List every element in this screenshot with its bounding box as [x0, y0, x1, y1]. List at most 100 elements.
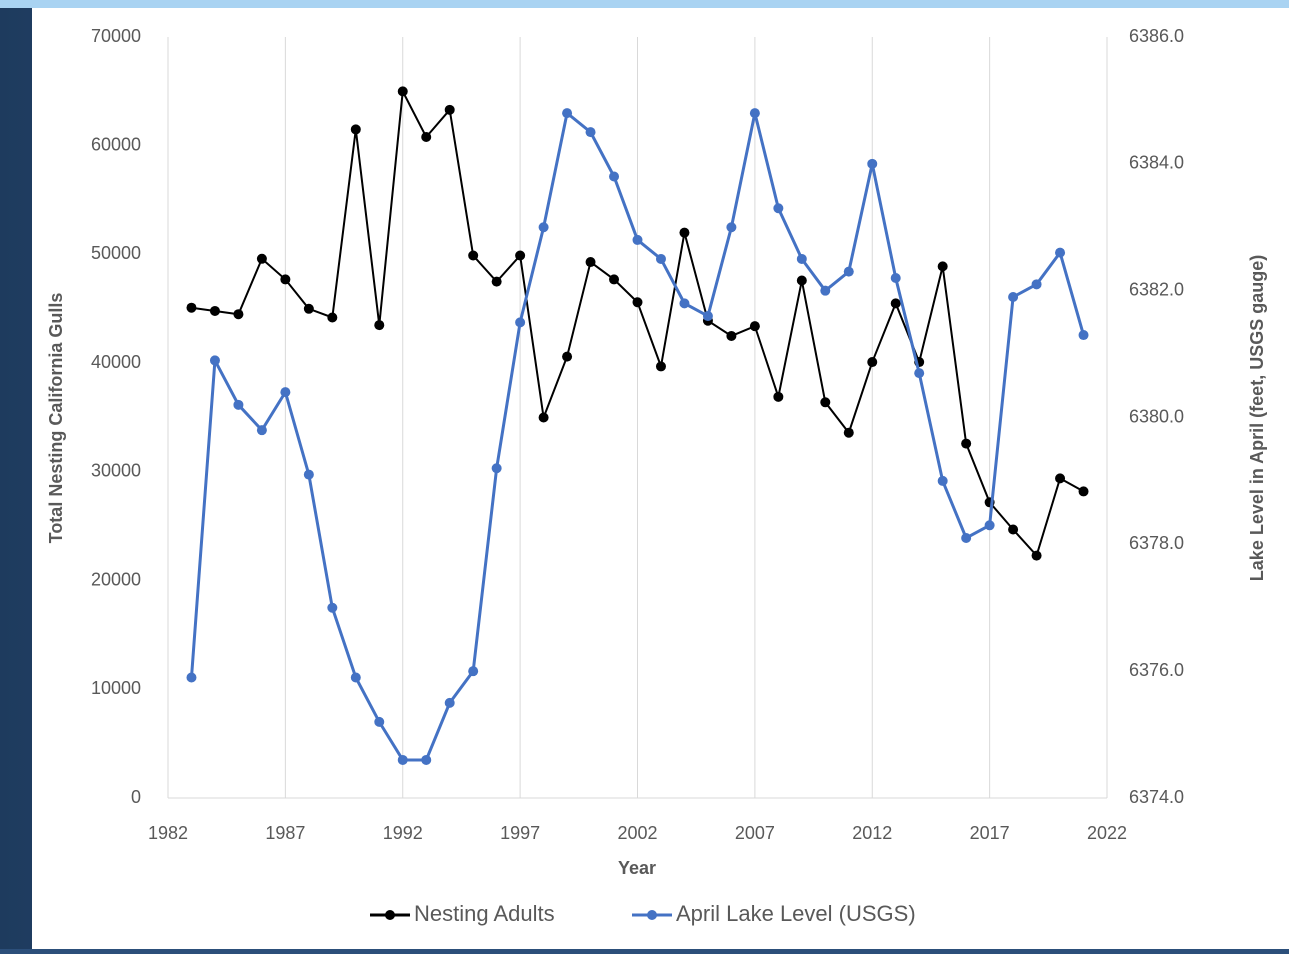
legend-marker	[647, 910, 657, 920]
x-tick-label: 1992	[383, 823, 423, 843]
data-point	[655, 361, 666, 372]
data-point	[609, 171, 620, 182]
data-point	[327, 312, 338, 323]
data-point	[280, 387, 291, 398]
y-tick-label: 20000	[91, 569, 141, 589]
data-point	[562, 108, 573, 119]
data-point	[538, 412, 549, 423]
y2-tick-label: 6386.0	[1129, 26, 1184, 46]
data-point	[303, 303, 314, 314]
data-point	[374, 320, 385, 331]
data-point	[961, 438, 972, 449]
legend-label: Nesting Adults	[414, 901, 555, 926]
data-point	[961, 532, 972, 543]
data-point	[280, 274, 291, 285]
data-point	[562, 351, 573, 362]
y-tick-label: 40000	[91, 352, 141, 372]
data-point	[186, 672, 197, 683]
data-point	[796, 253, 807, 264]
data-point	[303, 469, 314, 480]
data-point	[1078, 486, 1089, 497]
y-axis-title: Total Nesting California Gulls	[46, 293, 66, 544]
x-tick-label: 2002	[617, 823, 657, 843]
data-point	[679, 298, 690, 309]
data-point	[1008, 524, 1019, 535]
data-point	[867, 158, 878, 169]
data-point	[749, 321, 760, 332]
data-point	[256, 425, 267, 436]
data-point	[233, 309, 244, 320]
data-point	[937, 261, 948, 272]
data-point	[609, 274, 620, 285]
x-tick-label: 2017	[970, 823, 1010, 843]
data-point	[702, 311, 713, 322]
plot-panel	[32, 8, 1289, 949]
y-tick-label: 0	[131, 787, 141, 807]
data-point	[1078, 330, 1089, 341]
data-point	[444, 697, 455, 708]
x-tick-label: 1987	[265, 823, 305, 843]
data-point	[1055, 473, 1066, 484]
x-tick-label: 1997	[500, 823, 540, 843]
data-point	[468, 250, 479, 261]
data-point	[1008, 292, 1019, 303]
data-point	[491, 463, 502, 474]
x-axis-title: Year	[618, 858, 656, 878]
data-point	[773, 203, 784, 214]
top-strip	[0, 0, 1289, 8]
data-point	[679, 227, 690, 238]
data-point	[937, 475, 948, 486]
x-tick-label: 1982	[148, 823, 188, 843]
data-point	[914, 368, 925, 379]
data-point	[843, 266, 854, 277]
data-point	[209, 355, 220, 366]
y-tick-label: 70000	[91, 26, 141, 46]
data-point	[233, 399, 244, 410]
data-point	[1031, 279, 1042, 290]
data-point	[421, 754, 432, 765]
data-point	[397, 86, 408, 97]
data-point	[256, 253, 267, 264]
data-point	[867, 357, 878, 368]
data-point	[1031, 550, 1042, 561]
data-point	[1055, 247, 1066, 258]
y-tick-label: 50000	[91, 243, 141, 263]
data-point	[209, 305, 220, 316]
data-point	[444, 104, 455, 115]
data-point	[468, 666, 479, 677]
y-tick-label: 30000	[91, 461, 141, 481]
legend-marker	[385, 910, 395, 920]
y-tick-label: 60000	[91, 134, 141, 154]
data-point	[538, 222, 549, 233]
y2-tick-label: 6380.0	[1129, 406, 1184, 426]
data-point	[890, 272, 901, 283]
data-point	[491, 276, 502, 287]
legend-label: April Lake Level (USGS)	[676, 901, 916, 926]
data-point	[632, 234, 643, 245]
data-point	[726, 330, 737, 341]
data-point	[843, 427, 854, 438]
y2-tick-label: 6384.0	[1129, 153, 1184, 173]
y2-tick-label: 6374.0	[1129, 787, 1184, 807]
x-tick-label: 2022	[1087, 823, 1127, 843]
data-point	[186, 302, 197, 313]
y-tick-label: 10000	[91, 678, 141, 698]
data-point	[374, 716, 385, 727]
data-point	[984, 520, 995, 531]
data-point	[726, 222, 737, 233]
data-point	[749, 108, 760, 119]
y2-tick-label: 6376.0	[1129, 660, 1184, 680]
data-point	[585, 257, 596, 268]
data-point	[632, 297, 643, 308]
data-point	[796, 275, 807, 286]
data-point	[327, 602, 338, 613]
data-point	[515, 250, 526, 261]
data-point	[773, 391, 784, 402]
data-point	[421, 132, 432, 143]
data-point	[350, 124, 361, 135]
x-tick-label: 2007	[735, 823, 775, 843]
y2-tick-label: 6378.0	[1129, 533, 1184, 553]
data-point	[350, 672, 361, 683]
